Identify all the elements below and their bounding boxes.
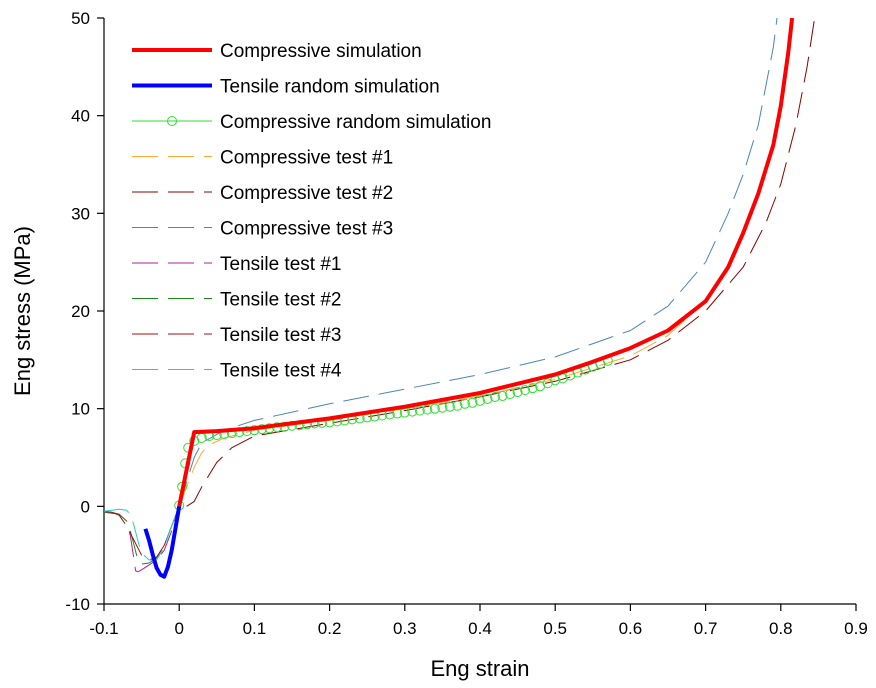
x-tick-label: 0.6 xyxy=(619,619,643,638)
x-tick-label: 0.3 xyxy=(393,619,417,638)
legend-label: Tensile test #3 xyxy=(220,325,341,346)
legend-label: Tensile random simulation xyxy=(220,77,440,98)
legend-item-tensile-test-2: Tensile test #2 xyxy=(132,290,341,311)
series-tensile-random-simulation xyxy=(145,506,179,576)
legend-label: Compressive simulation xyxy=(220,41,422,62)
x-tick-label: 0 xyxy=(174,619,183,638)
x-tick-label: 0.5 xyxy=(543,619,567,638)
x-tick-label: 0.2 xyxy=(318,619,342,638)
legend-item-compressive-simulation: Compressive simulation xyxy=(132,41,422,62)
y-tick-label: 20 xyxy=(71,302,90,321)
legend-label: Compressive random simulation xyxy=(220,112,491,133)
legend-label: Compressive test #3 xyxy=(220,219,393,240)
y-tick-label: 10 xyxy=(71,400,90,419)
legend-label: Compressive test #2 xyxy=(220,183,393,204)
legend-item-tensile-test-1: Tensile test #1 xyxy=(132,254,341,275)
legend-label: Compressive test #1 xyxy=(220,148,393,169)
legend-item-tensile-test-4: Tensile test #4 xyxy=(132,361,342,382)
y-tick-label: 0 xyxy=(81,497,90,516)
series-tensile-test-4 xyxy=(104,506,179,560)
series-tensile-test-3 xyxy=(104,506,179,560)
y-axis-title: Eng stress (MPa) xyxy=(10,226,35,396)
y-tick-label: 40 xyxy=(71,107,90,126)
x-tick-label: 0.4 xyxy=(468,619,492,638)
y-tick-label: 50 xyxy=(71,9,90,28)
legend-item-tensile-test-3: Tensile test #3 xyxy=(132,325,341,346)
y-tick-label: -10 xyxy=(65,595,90,614)
plot-area xyxy=(104,18,856,604)
x-tick-label: -0.1 xyxy=(89,619,118,638)
y-tick-label: 30 xyxy=(71,204,90,223)
legend-item-compressive-test-3: Compressive test #3 xyxy=(132,219,393,240)
legend-label: Tensile test #4 xyxy=(220,361,342,382)
legend-label: Tensile test #1 xyxy=(220,254,341,275)
legend-item-compressive-test-1: Compressive test #1 xyxy=(132,148,393,169)
legend: Compressive simulation Tensile random sim… xyxy=(132,41,491,382)
legend-item-compressive-random-simulation: Compressive random simulation xyxy=(132,112,491,133)
axis-ticks: -0.1 0 0.1 0.2 0.3 0.4 0.5 0.6 0.7 0.8 0.9 -10 0 10 20… xyxy=(65,9,867,638)
x-tick-label: 0.7 xyxy=(694,619,718,638)
x-tick-label: 0.8 xyxy=(769,619,793,638)
series-layer xyxy=(104,18,815,577)
legend-item-compressive-test-2: Compressive test #2 xyxy=(132,183,393,204)
x-axis-title: Eng strain xyxy=(430,656,529,681)
legend-label: Tensile test #2 xyxy=(220,290,341,311)
x-tick-label: 0.1 xyxy=(243,619,267,638)
x-tick-label: 0.9 xyxy=(844,619,868,638)
legend-item-tensile-random-simulation: Tensile random simulation xyxy=(132,77,440,98)
